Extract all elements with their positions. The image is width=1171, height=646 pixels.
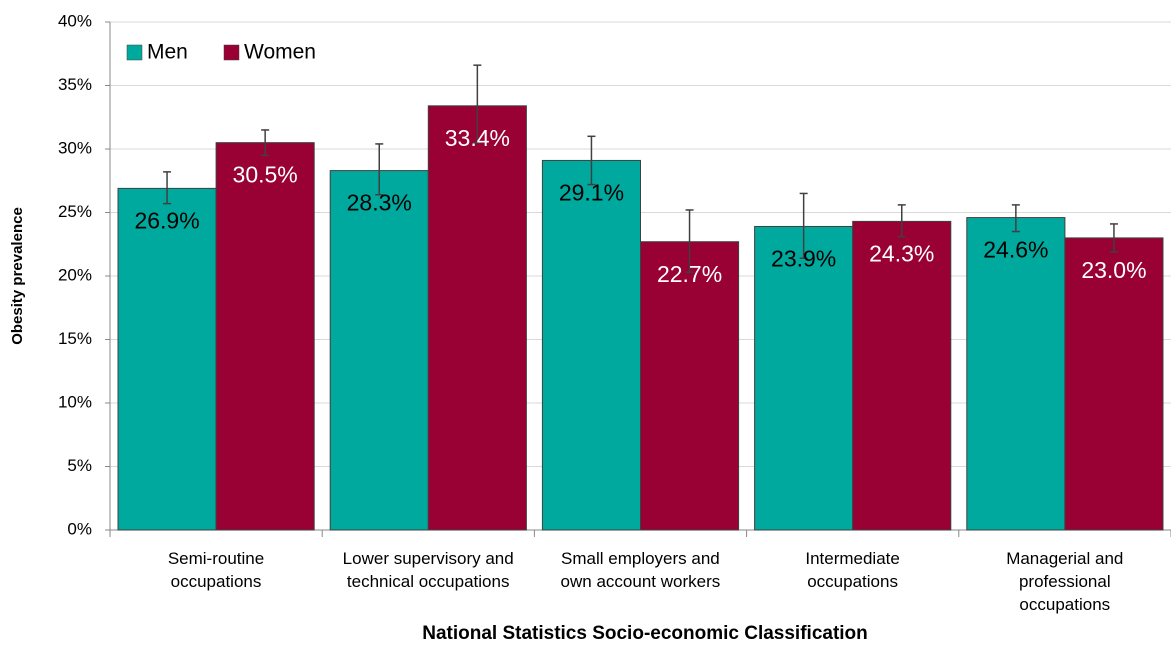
y-tick-label: 20%: [58, 265, 92, 284]
data-label: 24.3%: [869, 240, 934, 266]
data-label: 30.5%: [233, 162, 298, 188]
bar: [966, 217, 1066, 531]
y-tick-label: 5%: [67, 456, 92, 475]
x-tick-label: Lower supervisory and technical occupati…: [342, 549, 514, 591]
data-label: 33.4%: [445, 125, 510, 151]
y-tick-label: 0%: [67, 519, 92, 538]
bar: [541, 159, 642, 531]
y-tick-label: 35%: [58, 75, 92, 94]
y-tick-label: 15%: [58, 329, 92, 348]
bar: [1064, 237, 1164, 531]
x-tick-label: Managerial and professional occupations: [1006, 549, 1124, 614]
bar: [329, 170, 429, 531]
y-tick-label: 30%: [58, 138, 92, 157]
bar: [215, 142, 315, 531]
bar: [852, 220, 952, 531]
legend-label: Men: [147, 41, 188, 64]
bar: [427, 105, 527, 531]
x-tick-label: Intermediate occupations: [805, 549, 900, 591]
bar: [117, 187, 217, 531]
data-label: 24.6%: [983, 237, 1048, 263]
y-tick-label: 40%: [58, 11, 92, 30]
x-axis-title: National Statistics Socio-economic Class…: [422, 623, 868, 644]
legend-swatch: [223, 44, 240, 61]
data-label: 26.9%: [134, 207, 199, 233]
x-tick-label: Small employers and own account workers: [560, 549, 721, 591]
bar: [754, 225, 854, 531]
y-axis-title: Obesity prevalence: [9, 207, 26, 345]
data-label: 23.0%: [1081, 257, 1146, 283]
y-tick-label: 10%: [58, 392, 92, 411]
y-tick-label: 25%: [58, 202, 92, 221]
bar: [640, 241, 740, 531]
data-label: 29.1%: [559, 180, 624, 206]
data-label: 22.7%: [657, 261, 722, 287]
legend-swatch: [126, 44, 143, 61]
legend-label: Women: [244, 41, 316, 64]
data-label: 28.3%: [347, 190, 412, 216]
data-label: 23.9%: [771, 246, 836, 272]
x-tick-label: Semi-routine occupations: [167, 549, 265, 591]
